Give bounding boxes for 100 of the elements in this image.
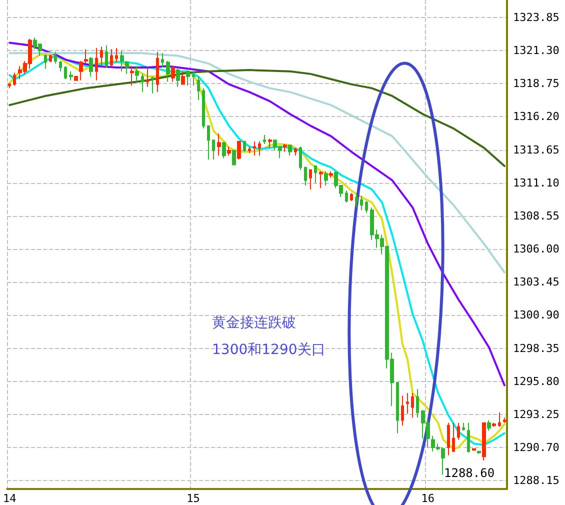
candlestick	[319, 170, 323, 189]
candlestick	[222, 142, 226, 159]
candlestick	[146, 66, 149, 88]
annotation: 黄金接连跌破	[212, 315, 296, 331]
candlestick	[498, 412, 501, 428]
y-tick-label: 1316.20	[513, 110, 560, 124]
candlestick	[171, 66, 175, 82]
candlestick	[396, 382, 399, 434]
candlestick	[64, 66, 67, 80]
line-series	[8, 69, 506, 168]
candlestick	[248, 146, 251, 154]
candlestick	[492, 422, 496, 428]
candlestick	[130, 66, 134, 86]
candlestick	[227, 146, 231, 156]
candlestick	[237, 140, 241, 160]
candlestick	[360, 195, 363, 211]
candlestick	[457, 422, 460, 440]
candlestick	[59, 60, 62, 72]
candlestick	[79, 60, 83, 81]
candlestick	[467, 422, 470, 454]
candlestick	[197, 76, 200, 100]
candlestick	[472, 448, 476, 451]
candlestick	[355, 194, 358, 208]
candlestick	[462, 422, 465, 432]
y-tick-label: 1300.90	[513, 308, 560, 322]
candlestick	[365, 200, 368, 214]
candlestick	[74, 76, 78, 81]
y-tick-label: 1295.80	[513, 374, 560, 388]
candlestick	[84, 48, 88, 64]
candlestick	[477, 450, 481, 454]
y-tick-label: 1288.15	[513, 474, 560, 488]
candlestick	[487, 420, 491, 432]
candlestick	[232, 150, 236, 166]
y-tick-label: 1303.45	[513, 276, 560, 289]
y-tick-label: 1323.85	[513, 11, 560, 24]
candlestick	[350, 192, 353, 202]
candlestick	[283, 143, 287, 152]
candlestick	[329, 170, 333, 178]
candlestick	[452, 422, 455, 452]
candlestick	[186, 70, 190, 86]
candlestick	[69, 70, 73, 81]
candlestick	[411, 392, 414, 418]
candlestick	[176, 68, 180, 88]
candlestick	[253, 140, 256, 156]
candlestick	[447, 422, 450, 456]
candlestick	[309, 169, 312, 190]
candlestick	[324, 170, 328, 186]
candlestick	[151, 76, 154, 94]
candlestick	[135, 66, 139, 82]
candlestick	[110, 48, 113, 67]
candlestick	[299, 146, 302, 170]
candlestick	[141, 73, 144, 93]
candlestick	[120, 50, 124, 72]
candlestick	[100, 46, 103, 67]
y-tick-label: 1318.75	[513, 77, 560, 90]
candlestick	[161, 52, 164, 68]
x-tick-label: 15	[186, 492, 200, 505]
candlestick	[192, 70, 195, 86]
candlestick	[416, 388, 419, 418]
candlestick	[95, 47, 98, 81]
candlestick	[49, 54, 52, 63]
candlestick	[288, 144, 292, 156]
y-tick-label: 1308.55	[513, 209, 560, 222]
line-series	[8, 52, 506, 274]
candlestick	[202, 88, 205, 129]
candlestick	[54, 51, 57, 64]
candlestick	[243, 140, 246, 152]
candlestick	[217, 133, 221, 156]
annotation: 1288.60	[444, 466, 495, 480]
candlestick	[482, 422, 486, 461]
candlestick	[156, 51, 159, 93]
line-series	[8, 42, 506, 386]
candlestick	[503, 417, 506, 424]
y-tick-label: 1321.30	[513, 44, 560, 58]
candlestick	[13, 72, 16, 86]
x-tick-label: 14	[2, 492, 17, 505]
candlestick	[166, 60, 170, 82]
candlestick	[105, 44, 108, 68]
candlestick	[263, 134, 266, 144]
candlestick	[181, 70, 185, 85]
candlestick	[294, 147, 297, 156]
x-tick-label: 16	[421, 492, 435, 505]
candlestick	[401, 395, 404, 426]
candlestick	[314, 166, 317, 184]
y-tick-label: 1298.35	[513, 342, 560, 355]
candlestick	[8, 82, 11, 89]
candlestick	[212, 140, 215, 160]
candlestick	[304, 166, 307, 186]
candlestick	[406, 392, 409, 414]
candlestick	[207, 125, 210, 160]
candlestick	[44, 54, 47, 70]
annotation: 1300和1290关口	[212, 342, 326, 358]
candlestick	[268, 138, 272, 148]
y-tick-label: 1306.00	[513, 242, 560, 256]
y-tick-label: 1293.25	[513, 408, 560, 421]
candlestick	[125, 60, 129, 74]
y-tick-label: 1311.10	[513, 176, 560, 190]
y-tick-label: 1290.70	[513, 440, 560, 454]
candlestick	[89, 56, 93, 78]
candlestick	[115, 47, 118, 63]
